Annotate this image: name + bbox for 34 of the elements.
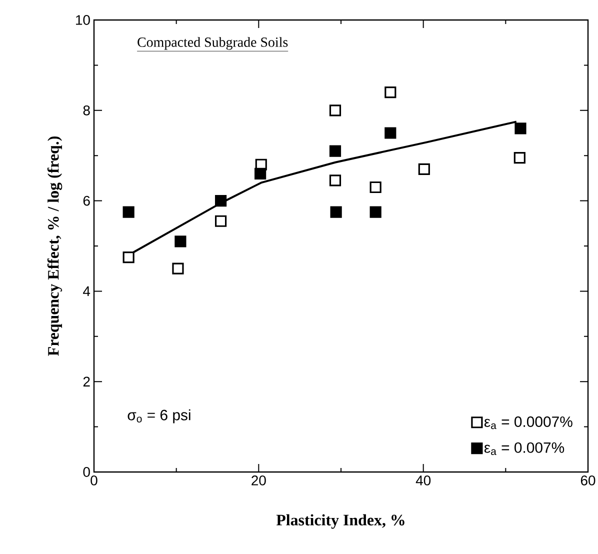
point <box>514 152 526 164</box>
y-tick-label: 0 <box>83 467 90 477</box>
legend-label: ε$_{a}$ = 0.0007% <box>484 416 572 430</box>
point <box>174 236 186 248</box>
y-tick-label: 10 <box>76 15 90 25</box>
point <box>122 206 134 218</box>
point <box>384 127 396 139</box>
point <box>329 145 342 157</box>
y-tick-label: 2 <box>83 376 90 386</box>
point <box>514 122 526 134</box>
x-tick-label: 40 <box>416 476 431 486</box>
point <box>329 174 342 186</box>
point <box>214 215 227 227</box>
x-tick-label: 60 <box>580 476 596 486</box>
y-tick-label: 4 <box>83 286 90 296</box>
point <box>214 194 227 207</box>
y-tick-label: 6 <box>83 196 90 206</box>
x-tick-label: 20 <box>252 476 266 486</box>
point <box>370 181 382 194</box>
point <box>384 86 396 98</box>
point <box>329 104 342 116</box>
point <box>172 262 184 274</box>
legend-label: ε$_{a}$ = 0.007% <box>484 442 564 456</box>
point <box>370 206 382 218</box>
annotation: σ$_{o}$ = 6 psi <box>128 409 190 424</box>
x-tick-label: 0 <box>90 476 98 486</box>
y-tick-label: 8 <box>83 105 90 116</box>
x-axis-title: Plasticity Index, % <box>276 514 404 529</box>
annotation: Compacted Subgrade Soils <box>138 37 288 50</box>
point <box>254 168 266 180</box>
point <box>330 206 342 218</box>
y-axis-title: Frequency Effect, % / log (freq.) <box>47 136 62 356</box>
point <box>122 251 134 264</box>
point <box>418 163 430 175</box>
